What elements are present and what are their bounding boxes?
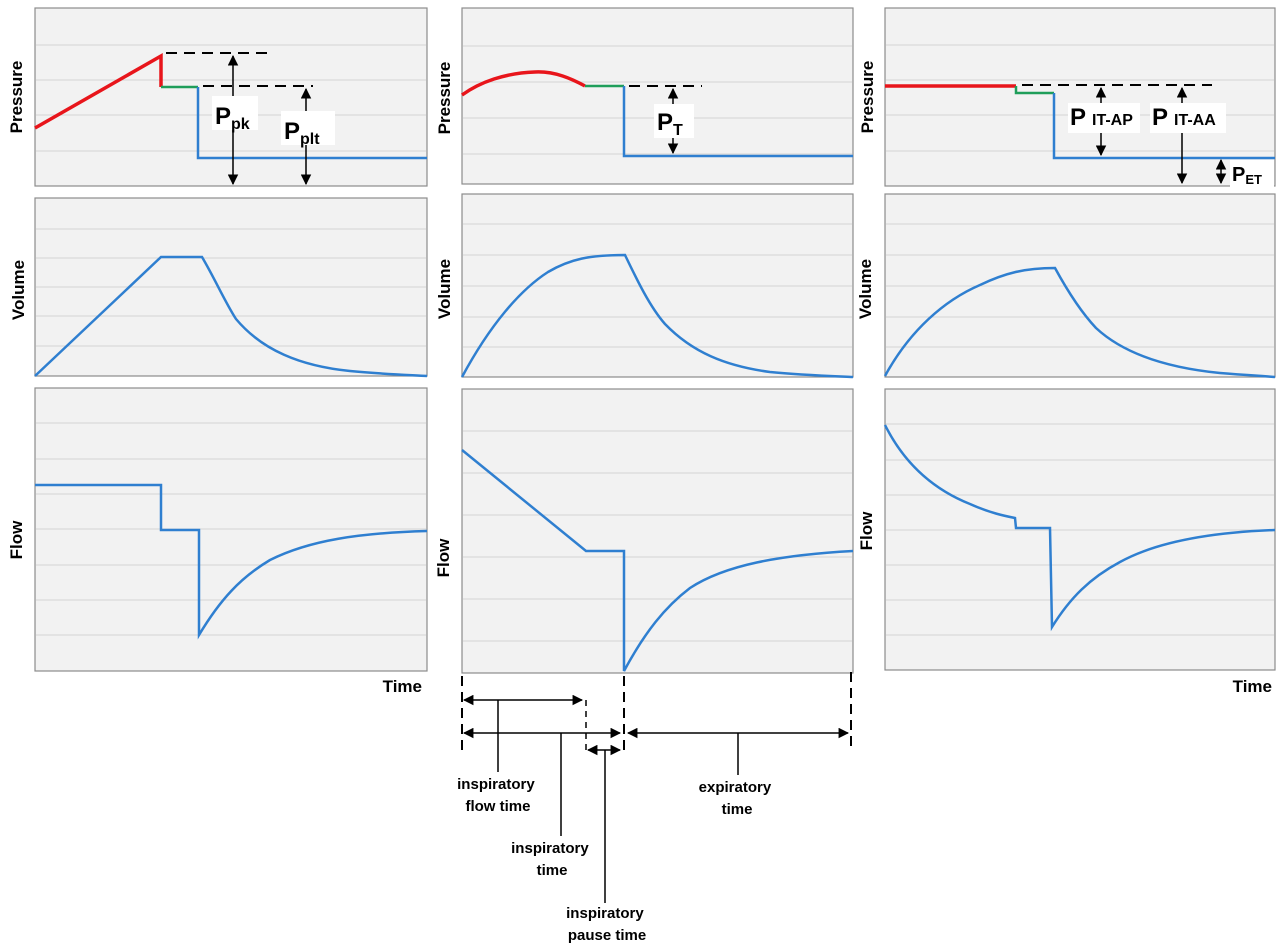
col3-flow-axis-label: Flow <box>857 511 876 550</box>
axis-labels: Pressure Pressure Pressure Volume Volume Volu… <box>7 61 877 578</box>
ppk-label: Ppk <box>215 103 250 133</box>
col2-pressure-flow-phase <box>460 70 586 97</box>
col2-pressure-panel <box>461 7 854 185</box>
col2-flow-axis-label: Flow <box>434 538 453 577</box>
col3-pressure-axis-label: Pressure <box>858 61 877 134</box>
pit-ap-label: P IT-AP <box>1070 104 1133 131</box>
col3-volume-curve <box>883 266 1276 379</box>
pt-label-bg <box>654 104 694 138</box>
col2-flow-curve <box>461 449 854 672</box>
pit-aa-label: P IT-AA <box>1152 104 1216 131</box>
col1-pressure-axis-label: Pressure <box>7 61 26 134</box>
col2-volume-curve <box>460 253 854 379</box>
exp-time-label: expiratory time <box>699 779 776 818</box>
col1-pressure-expiration <box>196 87 427 160</box>
col2-flow-panel <box>461 388 854 674</box>
pit-aa-label-bg <box>1150 103 1226 133</box>
col1-pressure-flow-phase <box>34 52 163 130</box>
pet-label: PET <box>1232 164 1262 187</box>
col2-volume-axis-label: Volume <box>435 259 454 319</box>
insp-time-label: inspiratory time <box>511 840 593 879</box>
col1-volume-curve <box>34 255 428 378</box>
col1-flow-axis-label: Flow <box>7 520 26 559</box>
insp-pause-time-label: inspiratory pause time <box>566 905 648 944</box>
pit-ap-label-bg <box>1068 103 1140 133</box>
col1-flow-curve <box>35 483 428 640</box>
insp-flow-time-label: inspiratory flow time <box>457 776 539 815</box>
pplt-label: Pplt <box>284 118 320 148</box>
col3-flow-curve <box>883 424 1276 632</box>
pet-label-bg <box>1230 160 1274 188</box>
col2-pressure-axis-label: Pressure <box>435 62 454 135</box>
col3-time-label: Time <box>1233 677 1272 696</box>
pt-label: PT <box>657 109 683 139</box>
col1-volume-axis-label: Volume <box>9 260 28 320</box>
ppk-label-bg <box>212 96 258 130</box>
col3-pressure-panel <box>884 7 1276 187</box>
col3-pressure-expiration <box>1052 93 1275 160</box>
timing-diagram <box>461 672 852 903</box>
col3-pressure-pause-phase <box>1014 86 1054 95</box>
pplt-label-bg <box>281 111 335 145</box>
col3-volume-axis-label: Volume <box>856 259 875 319</box>
col2-pressure-expiration <box>622 86 853 158</box>
panel-gridlines <box>36 44 1274 642</box>
col1-time-label: Time <box>383 677 422 696</box>
